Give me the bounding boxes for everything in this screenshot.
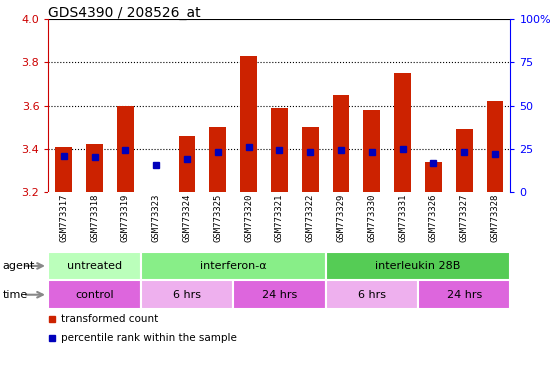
Bar — [418, 280, 510, 309]
Text: transformed count: transformed count — [62, 314, 158, 324]
Text: GSM773326: GSM773326 — [429, 194, 438, 242]
Bar — [271, 108, 288, 192]
Bar — [333, 95, 349, 192]
Bar — [487, 101, 503, 192]
Bar — [210, 127, 226, 192]
Bar — [364, 110, 380, 192]
Bar — [456, 129, 472, 192]
Bar — [240, 56, 257, 192]
Bar — [326, 252, 510, 280]
Text: GSM773319: GSM773319 — [121, 194, 130, 242]
Text: control: control — [75, 290, 114, 300]
Text: 6 hrs: 6 hrs — [358, 290, 386, 300]
Text: GSM773330: GSM773330 — [367, 194, 376, 242]
Text: GSM773321: GSM773321 — [275, 194, 284, 242]
Text: 24 hrs: 24 hrs — [262, 290, 297, 300]
Bar — [48, 252, 141, 280]
Text: 24 hrs: 24 hrs — [447, 290, 482, 300]
Text: interferon-α: interferon-α — [200, 261, 267, 271]
Text: GSM773323: GSM773323 — [152, 194, 161, 242]
Bar — [117, 106, 134, 192]
Bar — [56, 147, 72, 192]
Text: GSM773318: GSM773318 — [90, 194, 99, 242]
Text: GSM773325: GSM773325 — [213, 194, 222, 242]
Bar — [233, 280, 326, 309]
Text: GSM773322: GSM773322 — [306, 194, 315, 242]
Text: GSM773327: GSM773327 — [460, 194, 469, 242]
Bar — [86, 144, 103, 192]
Text: untreated: untreated — [67, 261, 122, 271]
Text: percentile rank within the sample: percentile rank within the sample — [62, 333, 237, 343]
Bar — [179, 136, 195, 192]
Bar — [425, 162, 442, 192]
Bar — [326, 280, 418, 309]
Text: interleukin 28B: interleukin 28B — [375, 261, 461, 271]
Text: GSM773328: GSM773328 — [491, 194, 499, 242]
Bar — [48, 280, 141, 309]
Text: agent: agent — [3, 261, 35, 271]
Text: GSM773317: GSM773317 — [59, 194, 68, 242]
Bar — [394, 73, 411, 192]
Bar — [141, 280, 233, 309]
Text: GSM773329: GSM773329 — [337, 194, 345, 242]
Text: GDS4390 / 208526_at: GDS4390 / 208526_at — [48, 6, 201, 20]
Text: time: time — [3, 290, 28, 300]
Text: GSM773324: GSM773324 — [183, 194, 191, 242]
Text: GSM773320: GSM773320 — [244, 194, 253, 242]
Bar — [302, 127, 318, 192]
Text: 6 hrs: 6 hrs — [173, 290, 201, 300]
Bar — [141, 252, 326, 280]
Text: GSM773331: GSM773331 — [398, 194, 407, 242]
